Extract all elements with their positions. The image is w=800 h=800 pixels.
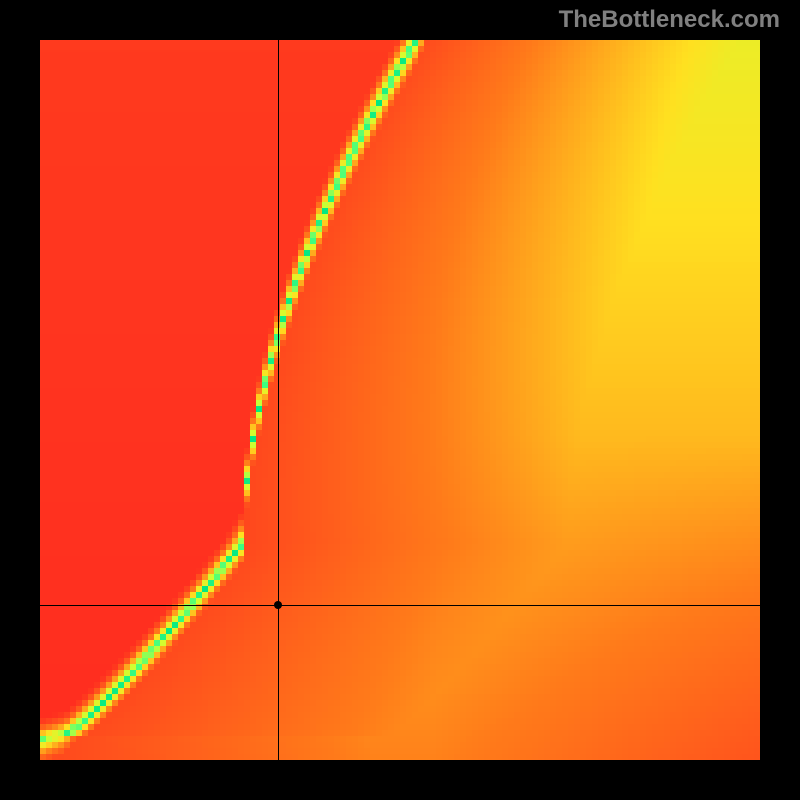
watermark-text: TheBottleneck.com [559,6,780,34]
heatmap-canvas [40,40,760,760]
crosshair-horizontal [40,605,760,606]
chart-container: TheBottleneck.com [0,0,800,800]
crosshair-vertical [278,40,279,760]
marker-dot [274,601,282,609]
plot-area [40,40,760,760]
